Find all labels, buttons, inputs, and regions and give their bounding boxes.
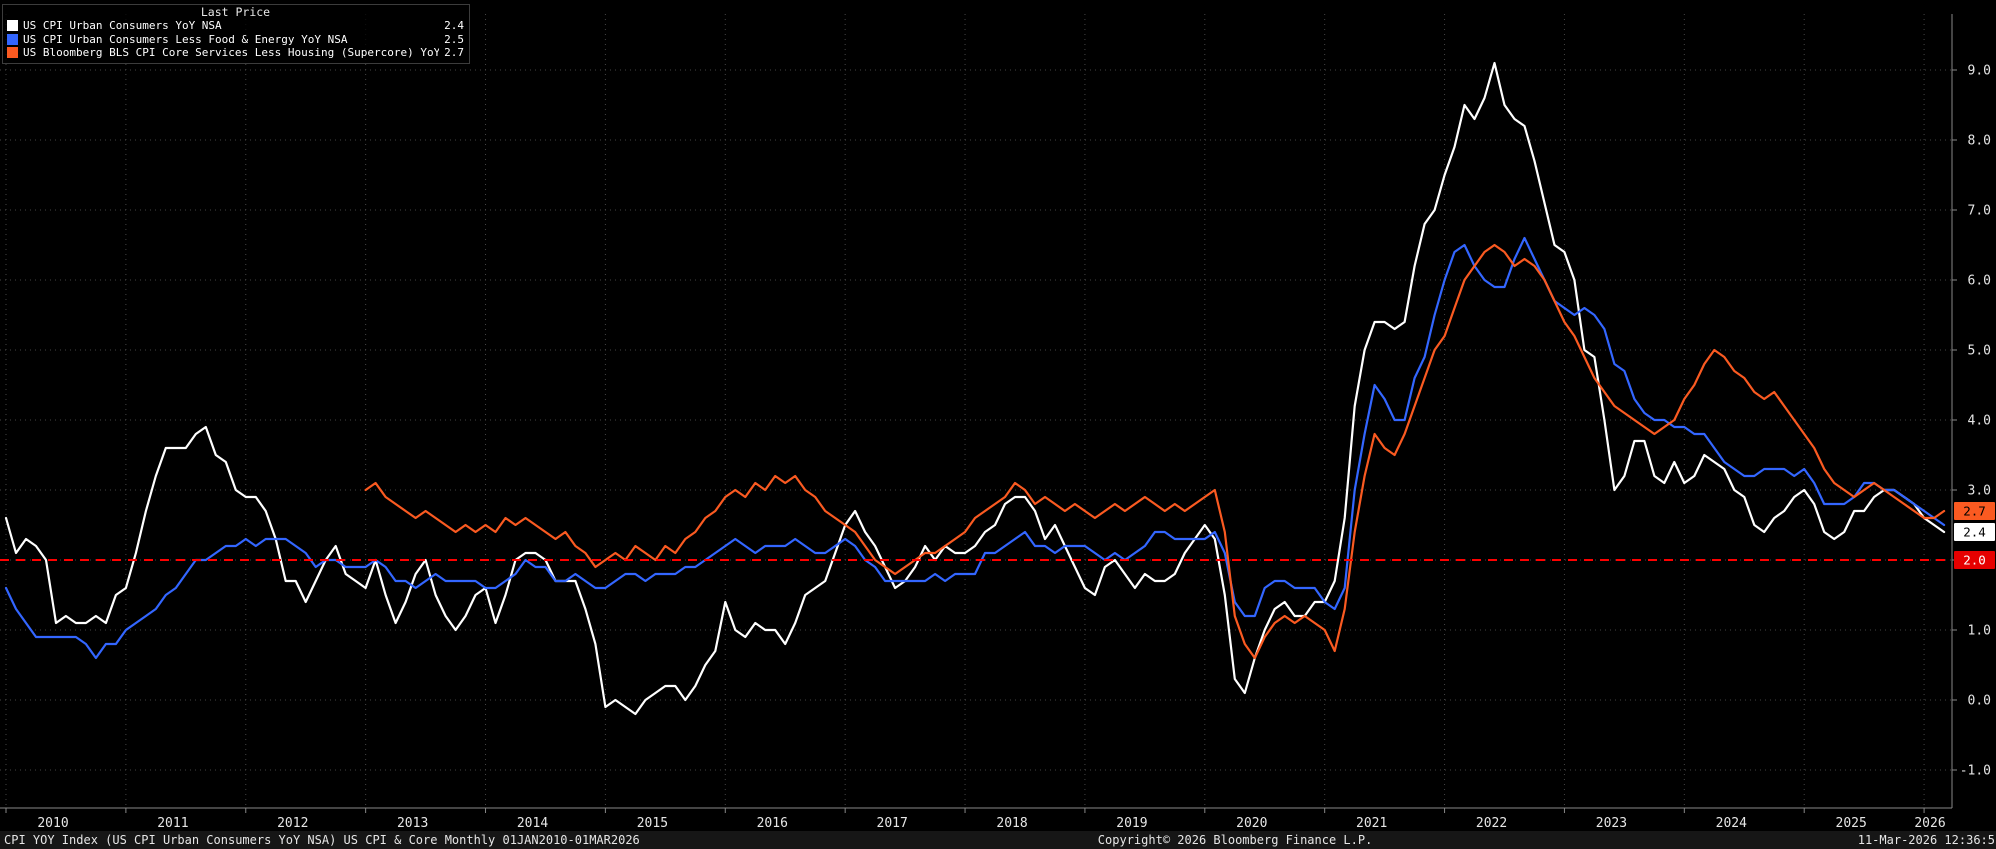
legend-item-cpi-headline[interactable]: US CPI Urban Consumers YoY NSA 2.4 [7, 19, 464, 33]
legend-item-cpi-supercore[interactable]: US Bloomberg BLS CPI Core Services Less … [7, 46, 464, 60]
axis-badge [1954, 523, 1995, 541]
series-line-1[interactable] [4, 236, 1946, 660]
timestamp: 11-Mar-2026 12:36:5 [1857, 833, 1995, 847]
x-axis-label: 2023 [1596, 816, 1627, 831]
legend-title: Last Price [200, 5, 271, 19]
series-swatch-orange [7, 47, 18, 59]
axis-badge-label: 2.4 [1963, 525, 1986, 540]
chart-description: CPI YOY Index (US CPI Urban Consumers Yo… [4, 833, 640, 847]
axis-badge-label: 2.0 [1963, 553, 1986, 568]
series-swatch-white [7, 20, 18, 32]
x-axis-label: 2014 [517, 816, 548, 831]
x-axis-label: 2012 [277, 816, 308, 831]
x-axis-label: 2022 [1476, 816, 1507, 831]
x-axis-label: 2017 [877, 816, 908, 831]
y-axis-label: 4.0 [1968, 414, 1991, 429]
x-axis-label: 2011 [157, 816, 188, 831]
y-axis-label: 3.0 [1968, 484, 1991, 499]
legend-value-cpi-headline: 2.4 [444, 19, 464, 33]
status-bar: CPI YOY Index (US CPI Urban Consumers Yo… [0, 831, 1996, 849]
y-axis-label: 6.0 [1968, 274, 1991, 289]
x-axis-label: 2016 [757, 816, 788, 831]
x-axis-label: 2026 [1914, 816, 1945, 831]
y-axis-label: -1.0 [1960, 764, 1991, 779]
y-axis-label: 5.0 [1968, 344, 1991, 359]
legend-value-cpi-supercore: 2.7 [444, 46, 464, 60]
series-line-2[interactable] [364, 243, 1946, 660]
legend-value-cpi-core: 2.5 [444, 32, 464, 46]
legend-item-cpi-core[interactable]: US CPI Urban Consumers Less Food & Energ… [7, 33, 464, 47]
y-axis-label: 9.0 [1968, 64, 1991, 79]
copyright-text: Copyright© 2026 Bloomberg Finance L.P. [1097, 833, 1373, 847]
axis-badge [1954, 502, 1995, 520]
x-axis-label: 2015 [637, 816, 668, 831]
x-axis-label: 2025 [1836, 816, 1867, 831]
series-swatch-blue [7, 33, 18, 45]
axis-badge [1954, 551, 1995, 569]
y-axis-label: 8.0 [1968, 134, 1991, 149]
y-axis-label: 0.0 [1968, 694, 1991, 709]
y-axis-label: 7.0 [1968, 204, 1991, 219]
axis-badge-label: 2.7 [1963, 504, 1986, 519]
x-axis-label: 2020 [1236, 816, 1267, 831]
x-axis-label: 2024 [1716, 816, 1747, 831]
legend-label-cpi-supercore: US Bloomberg BLS CPI Core Services Less … [23, 46, 440, 60]
legend-label-cpi-headline: US CPI Urban Consumers YoY NSA [23, 19, 222, 33]
x-axis-label: 2013 [397, 816, 428, 831]
legend-label-cpi-core: US CPI Urban Consumers Less Food & Energ… [23, 32, 348, 46]
x-axis-label: 2018 [996, 816, 1027, 831]
y-axis-label: 1.0 [1968, 624, 1991, 639]
series-line-0[interactable] [4, 61, 1946, 716]
x-axis-label: 2021 [1356, 816, 1387, 831]
chart-legend: Last Price US CPI Urban Consumers YoY NS… [2, 4, 470, 64]
x-axis-label: 2010 [37, 816, 68, 831]
x-axis-label: 2019 [1116, 816, 1147, 831]
